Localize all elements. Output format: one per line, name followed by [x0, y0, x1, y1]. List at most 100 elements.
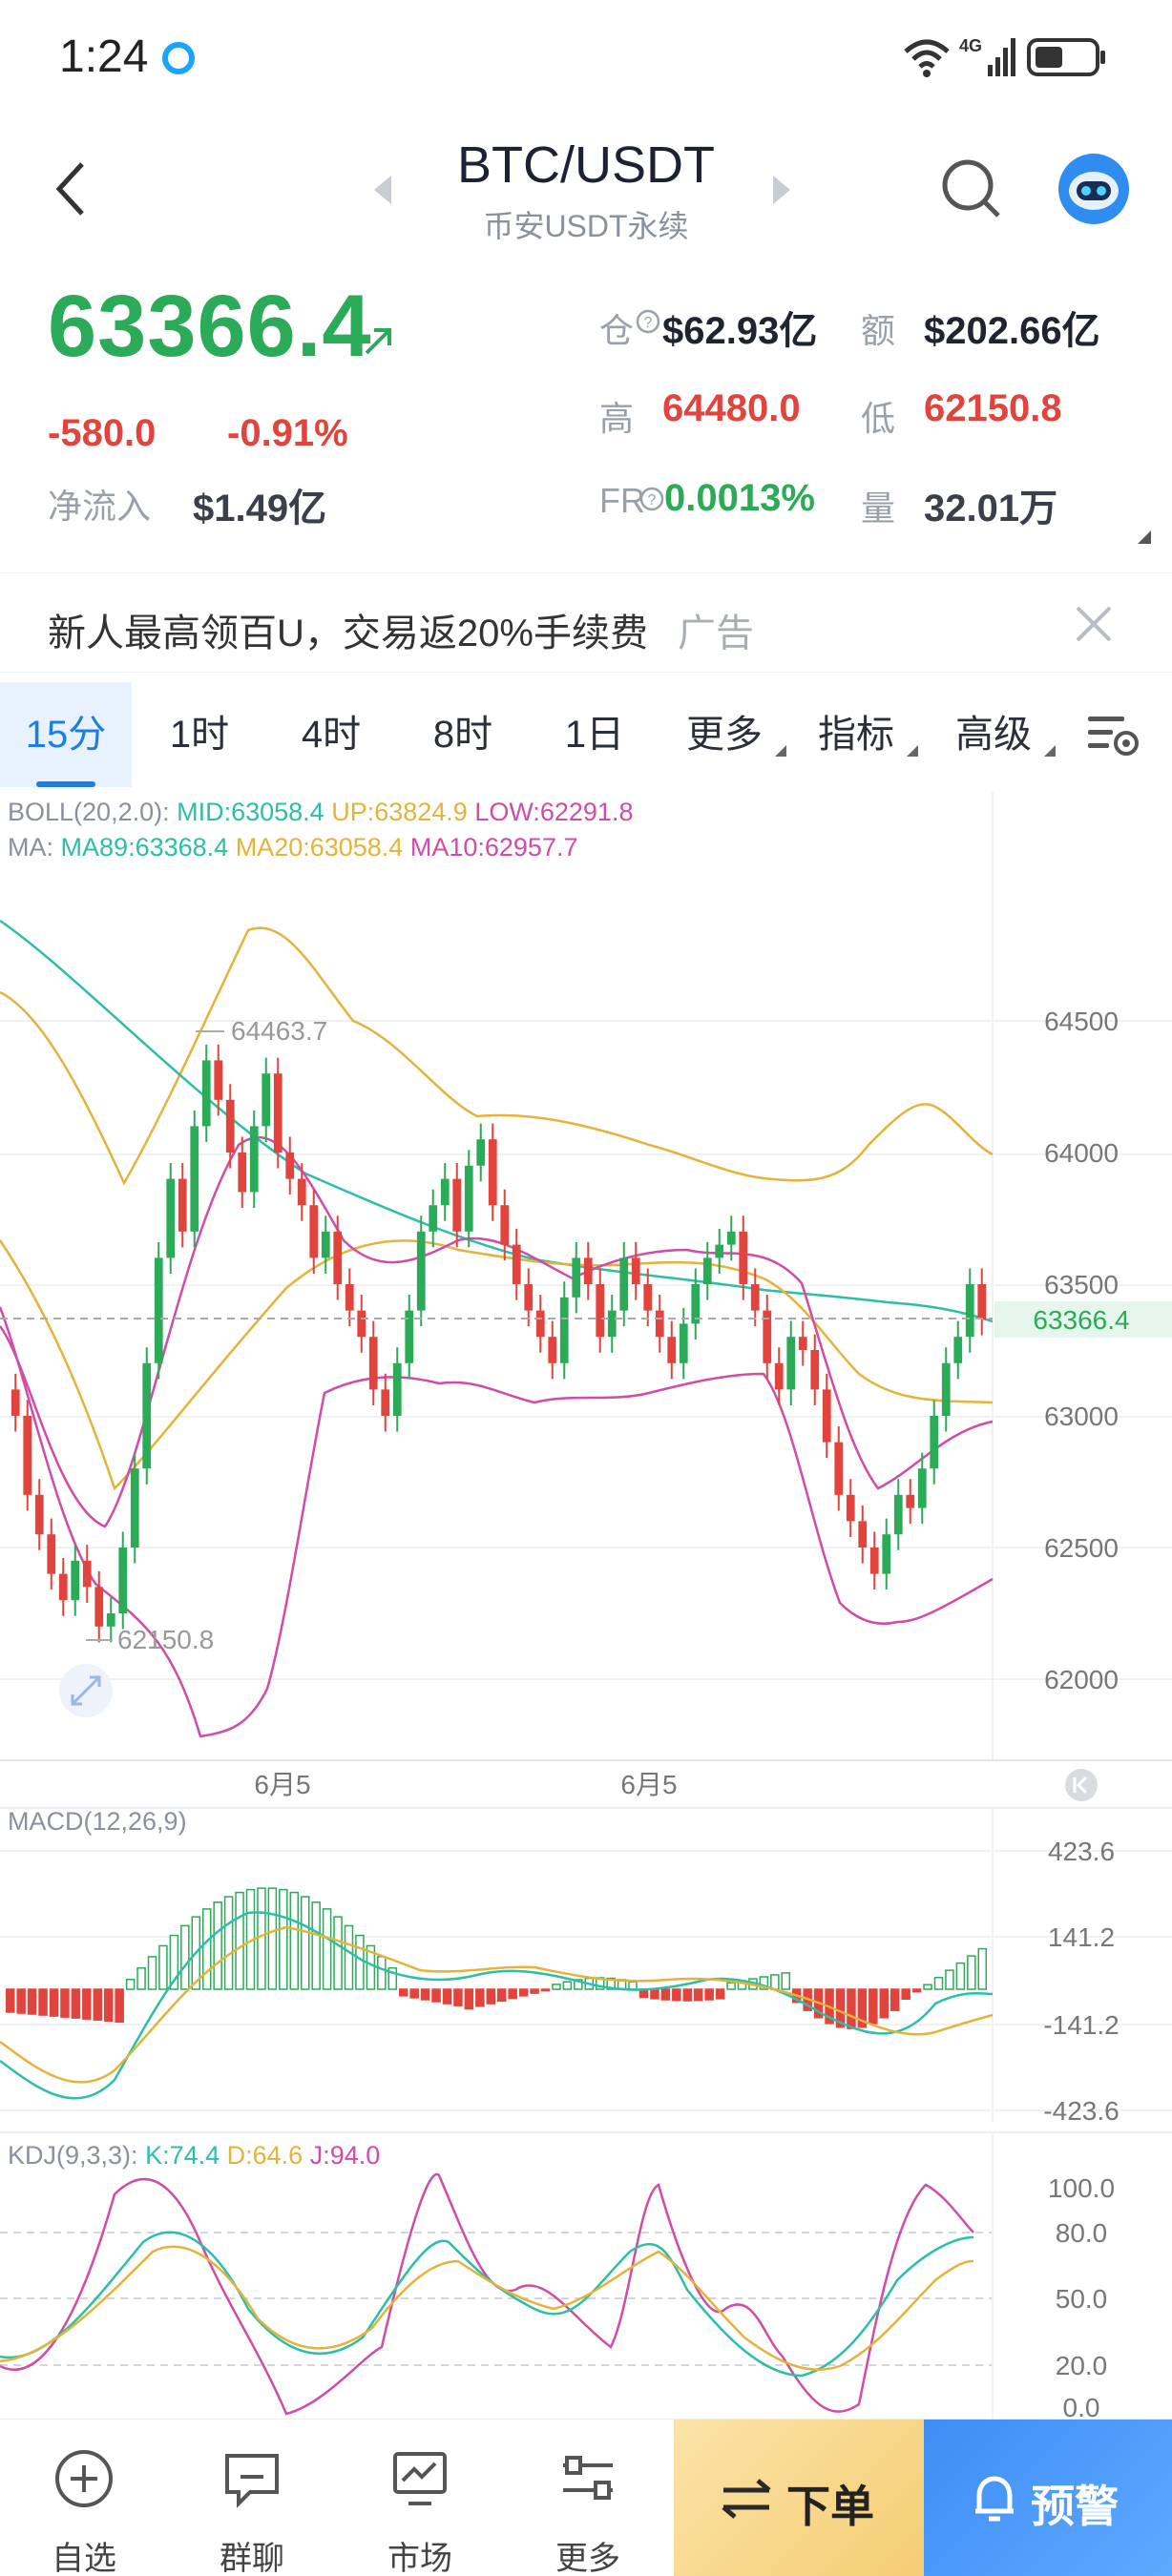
macd-bar	[562, 1981, 573, 1990]
macd-bar	[49, 1988, 59, 2017]
candle-body	[488, 1139, 497, 1206]
macd-dea-line	[0, 1925, 994, 2084]
candle-body	[476, 1139, 486, 1166]
volume-value: 32.01万	[924, 488, 1058, 530]
macd-bar	[147, 1956, 157, 1990]
pair-title[interactable]: BTC/USDT	[457, 136, 715, 194]
macd-bar	[279, 1888, 288, 1990]
netflow-label: 净流入	[48, 487, 152, 526]
kdj-label: KDJ(9,3,3): K:74.4 D:64.6 J:94.0	[8, 2141, 380, 2170]
candle-body	[726, 1231, 736, 1245]
alert-button[interactable]: 预警	[924, 2420, 1172, 2576]
macd-bar	[475, 1988, 485, 2007]
candle-body	[798, 1337, 807, 1350]
svg-text:?: ?	[644, 315, 653, 331]
macd-bar	[879, 1988, 889, 2019]
back-icon[interactable]	[53, 160, 88, 218]
tab-1h[interactable]: 1时	[169, 714, 230, 756]
macd-bar	[355, 1934, 365, 1990]
next-pair-icon[interactable]	[771, 174, 792, 206]
status-time: 1:24	[59, 31, 149, 82]
battery-icon	[1027, 38, 1105, 76]
prev-pair-icon[interactable]	[372, 174, 393, 206]
macd-bar	[38, 1988, 48, 2016]
candle-body	[142, 1362, 152, 1469]
macd-bar	[333, 1916, 343, 1990]
macd-bar	[759, 1976, 769, 1990]
fullscreen-icon[interactable]	[59, 1664, 113, 1717]
kdj-axis-label: 20.0	[1056, 2351, 1108, 2380]
macd-bar	[496, 1988, 507, 2003]
candle-body	[392, 1362, 402, 1416]
candle-body	[333, 1231, 343, 1284]
macd-bar	[672, 1988, 681, 2002]
dropdown-corner-icon	[775, 745, 786, 757]
price-change-pct: -0.91%	[227, 412, 348, 454]
boll-label: BOLL(20,2.0): MID:63058.4 UP:63824.9 LOW…	[8, 798, 633, 826]
macd-bar	[344, 1924, 354, 1990]
kdj-axis-label: 80.0	[1056, 2218, 1108, 2248]
scroll-to-latest-icon[interactable]	[1065, 1769, 1098, 1801]
macd-bar	[530, 1988, 539, 1994]
open-interest-label: 仓	[599, 311, 635, 350]
tab-1d[interactable]: 1日	[564, 714, 625, 756]
macd-bar	[508, 1988, 517, 2000]
macd-bar	[387, 1966, 398, 1990]
macd-bar	[409, 1988, 419, 1999]
chart-settings-icon[interactable]	[1086, 711, 1141, 758]
tab-more[interactable]: 更多	[686, 714, 763, 756]
swap-icon	[722, 2479, 771, 2519]
nav-group-chat[interactable]: 群聊	[168, 2420, 336, 2576]
tab-advanced[interactable]: 高级	[955, 714, 1032, 756]
candle-body	[583, 1257, 593, 1284]
date-label: 6月5	[620, 1770, 677, 1799]
macd-bar	[366, 1944, 376, 1990]
tab-4h[interactable]: 4时	[301, 714, 362, 756]
search-icon[interactable]	[940, 157, 1003, 220]
macd-bar	[857, 1988, 868, 2028]
kdj-k-line	[0, 2231, 974, 2378]
candlesticks	[10, 1044, 987, 1643]
info-icon[interactable]: ?	[636, 309, 660, 334]
candle-body	[273, 1073, 283, 1153]
candle-body	[214, 1060, 223, 1100]
ad-banner[interactable]: 新人最高领百U，交易返20%手续费 广告	[0, 572, 1172, 673]
low-label: 低	[861, 399, 896, 438]
tab-15m[interactable]: 15分	[0, 682, 132, 787]
candle-body	[715, 1244, 724, 1258]
candle-body	[906, 1494, 915, 1508]
candle-body	[225, 1099, 235, 1153]
candle-body	[810, 1350, 820, 1390]
macd-axis-label: -141.2	[1043, 2010, 1119, 2040]
macd-bar	[398, 1988, 408, 1997]
macd-bar	[420, 1988, 430, 2001]
macd-bar	[715, 1988, 725, 2000]
close-icon[interactable]	[1074, 604, 1114, 644]
price-change: -580.0	[48, 412, 157, 454]
macd-bar	[889, 1988, 900, 2011]
tab-8h[interactable]: 8时	[432, 714, 493, 756]
assistant-bot-icon[interactable]	[1057, 153, 1130, 225]
order-button[interactable]: 下单	[674, 2420, 924, 2576]
macd-axis-label: -423.6	[1043, 2096, 1119, 2126]
nav-watchlist[interactable]: 自选	[0, 2420, 168, 2576]
candle-body	[500, 1205, 510, 1245]
candle-body	[297, 1178, 306, 1206]
info-icon[interactable]: ?	[639, 487, 664, 511]
bell-icon	[975, 2476, 1014, 2522]
macd-label: MACD(12,26,9)	[8, 1807, 187, 1836]
tab-indicators[interactable]: 指标	[818, 714, 894, 756]
nav-more[interactable]: 更多	[504, 2420, 672, 2576]
nav-label: 更多	[555, 2541, 620, 2576]
candle-body	[786, 1337, 796, 1390]
volume-label: 量	[861, 488, 896, 528]
candle-body	[548, 1337, 557, 1363]
candle-body	[882, 1534, 891, 1574]
nav-market[interactable]: 市场	[336, 2420, 504, 2576]
date-label: 6月5	[254, 1770, 310, 1799]
kline-chart[interactable]: BOLL(20,2.0): MID:63058.4 UP:63824.9 LOW…	[0, 787, 1172, 2419]
macd-bar	[574, 1979, 583, 1990]
macd-bar	[835, 1988, 846, 2028]
candle-body	[643, 1284, 653, 1311]
expand-corner-icon[interactable]	[1138, 530, 1151, 544]
